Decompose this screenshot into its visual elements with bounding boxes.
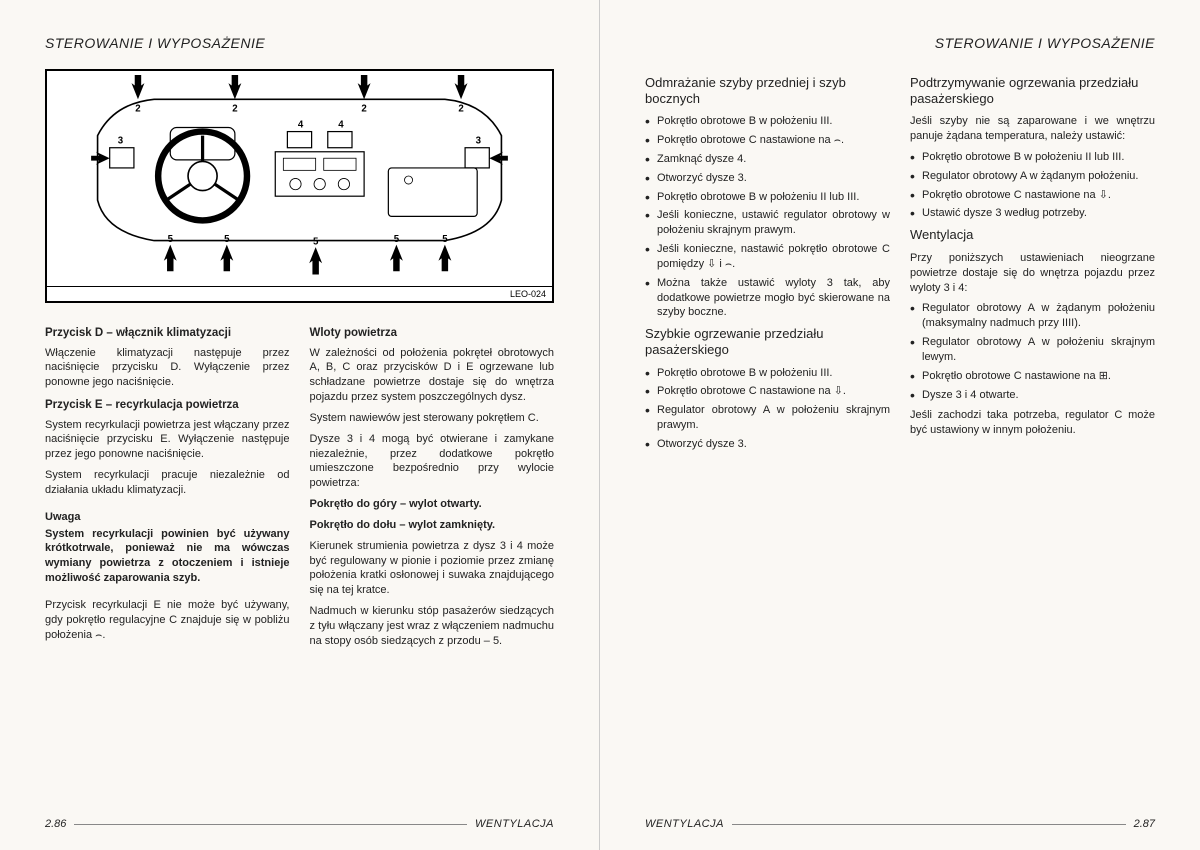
list-item: Regulator obrotowy A w położeniu skrajny… bbox=[645, 403, 890, 433]
page-number-right: 2.87 bbox=[1134, 818, 1155, 830]
left-col-1: Przycisk D – włącznik klimatyzacji Włącz… bbox=[45, 318, 290, 655]
warning-note: Uwaga System recyrkulacji powinien być u… bbox=[45, 506, 290, 590]
list-item: Pokrętło obrotowe C nastawione na ⌢. bbox=[645, 133, 890, 148]
footer-line bbox=[732, 824, 1126, 825]
svg-text:3: 3 bbox=[118, 136, 124, 147]
note-body: System recyrkulacji powinien być używany… bbox=[45, 527, 290, 586]
para: Przycisk recyrkulacji E nie może być uży… bbox=[45, 598, 290, 643]
svg-text:2: 2 bbox=[361, 103, 366, 114]
svg-text:4: 4 bbox=[298, 120, 304, 131]
para: Przy poniższych ustawieniach nieogrzane … bbox=[910, 251, 1155, 296]
para: System recyrkulacji pracuje niezależnie … bbox=[45, 468, 290, 498]
footer-right: WENTYLACJA 2.87 bbox=[645, 818, 1155, 830]
list-item: Regulator obrotowy A w żądanym położeniu… bbox=[910, 169, 1155, 184]
list-item: Pokrętło obrotowe C nastawione na ⇩. bbox=[645, 384, 890, 399]
para: Pokrętło do góry – wylot otwarty. bbox=[310, 497, 555, 512]
dashboard-svg: 2 2 2 2 3 3 4 4 5 bbox=[47, 71, 552, 281]
svg-text:5: 5 bbox=[313, 237, 319, 248]
list-item: Jeśli konieczne, nastawić pokrętło obrot… bbox=[645, 242, 890, 272]
right-col-1: Odmrażanie szyby przedniej i szyb boczny… bbox=[645, 69, 890, 458]
list-item: Pokrętło obrotowe B w położeniu II lub I… bbox=[645, 190, 890, 205]
page-right: STEROWANIE I WYPOSAŻENIE Odmrażanie szyb… bbox=[600, 0, 1200, 850]
svg-text:2: 2 bbox=[232, 103, 237, 114]
list-item: Pokrętło obrotowe B w położeniu II lub I… bbox=[910, 150, 1155, 165]
left-col-2: Wloty powietrza W zależności od położeni… bbox=[310, 318, 555, 655]
para: System recyrkulacji powietrza jest włącz… bbox=[45, 418, 290, 463]
page-number-left: 2.86 bbox=[45, 818, 66, 830]
para: Kierunek strumienia powietrza z dysz 3 i… bbox=[310, 539, 555, 598]
para: Pokrętło do dołu – wylot zamknięty. bbox=[310, 518, 555, 533]
heading-maintain: Podtrzymywanie ogrzewania przedziału pas… bbox=[910, 75, 1155, 106]
para: Dysze 3 i 4 mogą być otwierane i zamykan… bbox=[310, 432, 555, 491]
para: Włączenie klimatyzacji następuje przez n… bbox=[45, 346, 290, 391]
footer-label: WENTYLACJA bbox=[645, 818, 724, 830]
svg-text:5: 5 bbox=[224, 234, 230, 245]
list-item: Zamknąć dysze 4. bbox=[645, 152, 890, 167]
svg-text:5: 5 bbox=[168, 234, 174, 245]
page-left: STEROWANIE I WYPOSAŻENIE bbox=[0, 0, 600, 850]
bullet-list: Pokrętło obrotowe B w położeniu III. Pok… bbox=[645, 366, 890, 452]
figure-label: LEO-024 bbox=[47, 286, 552, 301]
right-columns: Odmrażanie szyby przedniej i szyb boczny… bbox=[645, 69, 1155, 458]
list-item: Można także ustawić wyloty 3 tak, aby do… bbox=[645, 276, 890, 321]
para: Nadmuch w kierunku stóp pasażerów siedzą… bbox=[310, 604, 555, 649]
para: Jeśli szyby nie są zaparowane i we wnętr… bbox=[910, 114, 1155, 144]
footer-label: WENTYLACJA bbox=[475, 818, 554, 830]
svg-text:5: 5 bbox=[394, 234, 400, 245]
page-header-left: STEROWANIE I WYPOSAŻENIE bbox=[45, 35, 554, 51]
list-item: Regulator obrotowy A w położeniu skrajny… bbox=[910, 335, 1155, 365]
svg-text:5: 5 bbox=[442, 234, 448, 245]
heading-quickheat: Szybkie ogrzewanie przedziału pasażerski… bbox=[645, 326, 890, 357]
bullet-list: Pokrętło obrotowe B w położeniu II lub I… bbox=[910, 150, 1155, 221]
note-title: Uwaga bbox=[45, 510, 290, 525]
list-item: Dysze 3 i 4 otwarte. bbox=[910, 388, 1155, 403]
list-item: Pokrętło obrotowe C nastawione na ⊞. bbox=[910, 369, 1155, 384]
para: W zależności od położenia pokręteł obrot… bbox=[310, 346, 555, 405]
list-item: Otworzyć dysze 3. bbox=[645, 171, 890, 186]
svg-text:3: 3 bbox=[476, 136, 482, 147]
svg-text:2: 2 bbox=[135, 103, 140, 114]
list-item: Pokrętło obrotowe B w położeniu III. bbox=[645, 114, 890, 129]
svg-text:2: 2 bbox=[458, 103, 463, 114]
page-header-right: STEROWANIE I WYPOSAŻENIE bbox=[645, 35, 1155, 51]
right-col-2: Podtrzymywanie ogrzewania przedziału pas… bbox=[910, 69, 1155, 458]
bullet-list: Pokrętło obrotowe B w położeniu III. Pok… bbox=[645, 114, 890, 320]
heading-ventilation: Wentylacja bbox=[910, 227, 1155, 243]
bullet-list: Regulator obrotowy A w żądanym położeniu… bbox=[910, 301, 1155, 402]
para: Jeśli zachodzi taka potrzeba, regulator … bbox=[910, 408, 1155, 438]
list-item: Jeśli konieczne, ustawić regulator obrot… bbox=[645, 208, 890, 238]
list-item: Pokrętło obrotowe B w położeniu III. bbox=[645, 366, 890, 381]
footer-left: 2.86 WENTYLACJA bbox=[45, 818, 554, 830]
list-item: Pokrętło obrotowe C nastawione na ⇩. bbox=[910, 188, 1155, 203]
heading-defrost: Odmrażanie szyby przedniej i szyb boczny… bbox=[645, 75, 890, 106]
list-item: Regulator obrotowy A w żądanym położeniu… bbox=[910, 301, 1155, 331]
heading-d: Przycisk D – włącznik klimatyzacji bbox=[45, 326, 290, 342]
dashboard-figure: 2 2 2 2 3 3 4 4 5 bbox=[45, 69, 554, 303]
heading-e: Przycisk E – recyrkulacja powietrza bbox=[45, 398, 290, 414]
heading-vents: Wloty powietrza bbox=[310, 326, 555, 342]
left-columns: Przycisk D – włącznik klimatyzacji Włącz… bbox=[45, 318, 554, 655]
para: System nawiewów jest sterowany pokrętłem… bbox=[310, 411, 555, 426]
list-item: Ustawić dysze 3 według potrzeby. bbox=[910, 206, 1155, 221]
svg-text:4: 4 bbox=[338, 120, 344, 131]
list-item: Otworzyć dysze 3. bbox=[645, 437, 890, 452]
footer-line bbox=[74, 824, 467, 825]
